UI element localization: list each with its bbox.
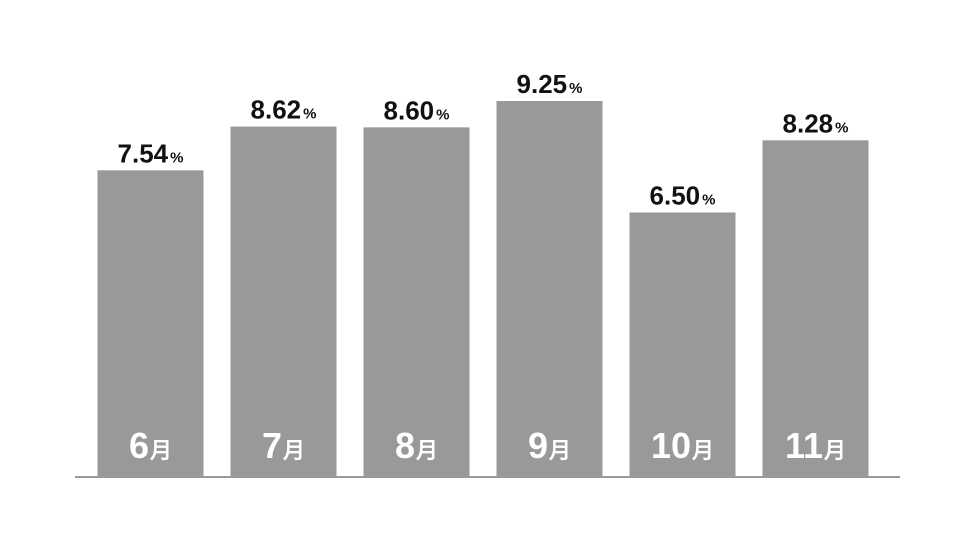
category-label: 9月 [528,425,571,466]
category-label-unit: 月 [691,439,714,464]
data-label-value: 9.25 [517,69,568,99]
data-label-unit: % [303,106,316,123]
bar-9 [496,101,603,476]
category-label: 7月 [262,425,305,466]
bar-11 [762,140,869,476]
data-label-value: 8.28 [783,108,834,138]
bar-6 [97,170,204,476]
category-label-number: 6 [129,425,149,466]
data-label: 8.28% [783,108,849,138]
bars-group: 7.54 %6月8.62 %7月8.60 %8月9.25 %9月6.50 %10月8.28… [97,69,869,477]
category-label: 8月 [395,425,438,466]
data-label: 8.60% [384,95,450,125]
data-label: 6.50% [650,180,716,210]
data-label: 7.54% [118,138,184,168]
data-label-value: 8.60 [384,95,435,125]
data-label-unit: % [569,80,582,97]
bar-7 [230,126,337,477]
category-label-number: 9 [528,425,548,466]
data-label: 9.25% [517,69,583,99]
category-label-unit: 月 [415,439,438,464]
category-label: 10月 [651,425,714,466]
bar-10 [629,212,736,476]
data-label-unit: % [835,119,848,136]
data-label-value: 6.50 [650,180,701,210]
data-label-value: 7.54 [118,138,169,168]
category-label: 11月 [785,425,846,466]
category-label-number: 10 [651,425,691,466]
category-label-unit: 月 [548,439,571,464]
category-label-number: 8 [395,425,415,466]
category-label-number: 7 [262,425,282,466]
data-label-unit: % [436,106,449,123]
category-label-unit: 月 [282,439,305,464]
category-label-unit: 月 [149,439,172,464]
bar-8 [363,127,470,476]
category-label-number: 11 [785,425,823,466]
data-label-unit: % [702,191,715,208]
data-label: 8.62% [251,95,317,125]
category-label-unit: 月 [823,439,846,464]
category-label: 6月 [129,425,172,466]
data-label-unit: % [170,149,183,166]
data-label-value: 8.62 [251,95,302,125]
